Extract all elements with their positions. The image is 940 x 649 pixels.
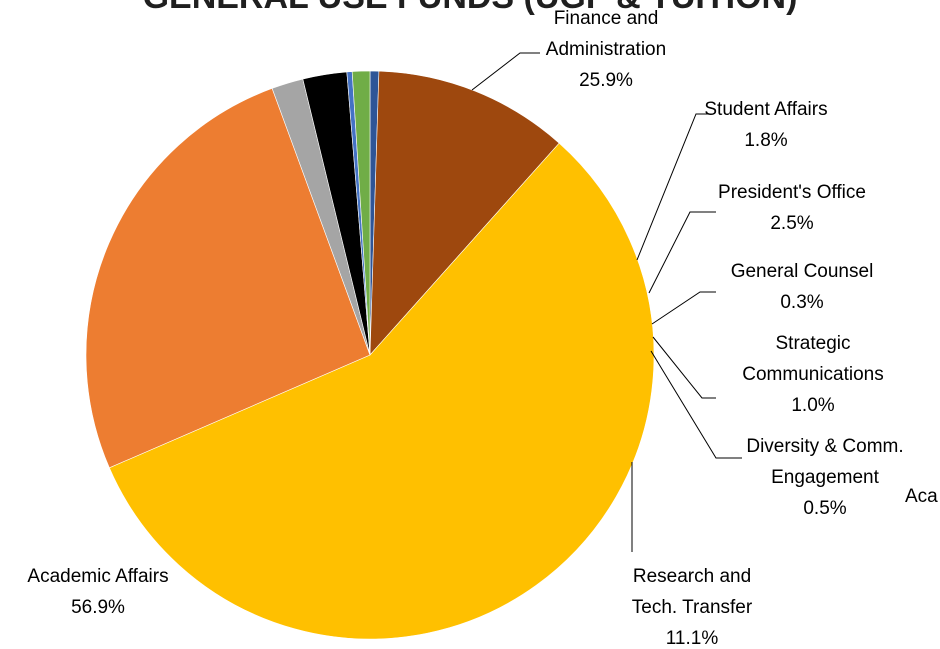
- leader-line-president-s-office: [648, 211, 716, 294]
- slice-label-strategic-communications: Strategic Communications 1.0%: [742, 333, 884, 416]
- chart-title: GENERAL USE FUNDS (UGF & TUITION): [80, 0, 860, 17]
- leader-line-general-counsel: [651, 291, 716, 325]
- slice-label-general-counsel: General Counsel 0.3%: [731, 261, 874, 313]
- slice-label-finance-and-administration: Finance and Administration 25.9%: [546, 8, 666, 91]
- slice-label-research-and-tech-transfer: Research and Tech. Transfer 11.1%: [632, 566, 753, 649]
- leader-line-strategic-communications: [652, 336, 716, 399]
- leader-line-diversity-comm-engagement: [650, 350, 742, 459]
- slice-label-academic-affairs: Academic Affairs 56.9%: [27, 566, 168, 618]
- slice-label-president-s-office: President's Office 2.5%: [718, 182, 866, 234]
- slice-label-student-affairs: Student Affairs 1.8%: [704, 99, 827, 151]
- leader-line-student-affairs: [636, 113, 712, 261]
- pie-slice-research-and-tech-transfer: [369, 70, 560, 356]
- truncated-label-fragment: Aca: [905, 486, 938, 507]
- leader-line-finance-and-administration: [471, 52, 540, 91]
- pie-slice-academic-affairs: [108, 142, 655, 640]
- pie-slice-strategic-communications: [351, 70, 371, 356]
- pie-slice-finance-and-administration: [85, 88, 371, 469]
- slice-label-diversity-comm-engagement: Diversity & Comm. Engagement 0.5%: [746, 436, 903, 519]
